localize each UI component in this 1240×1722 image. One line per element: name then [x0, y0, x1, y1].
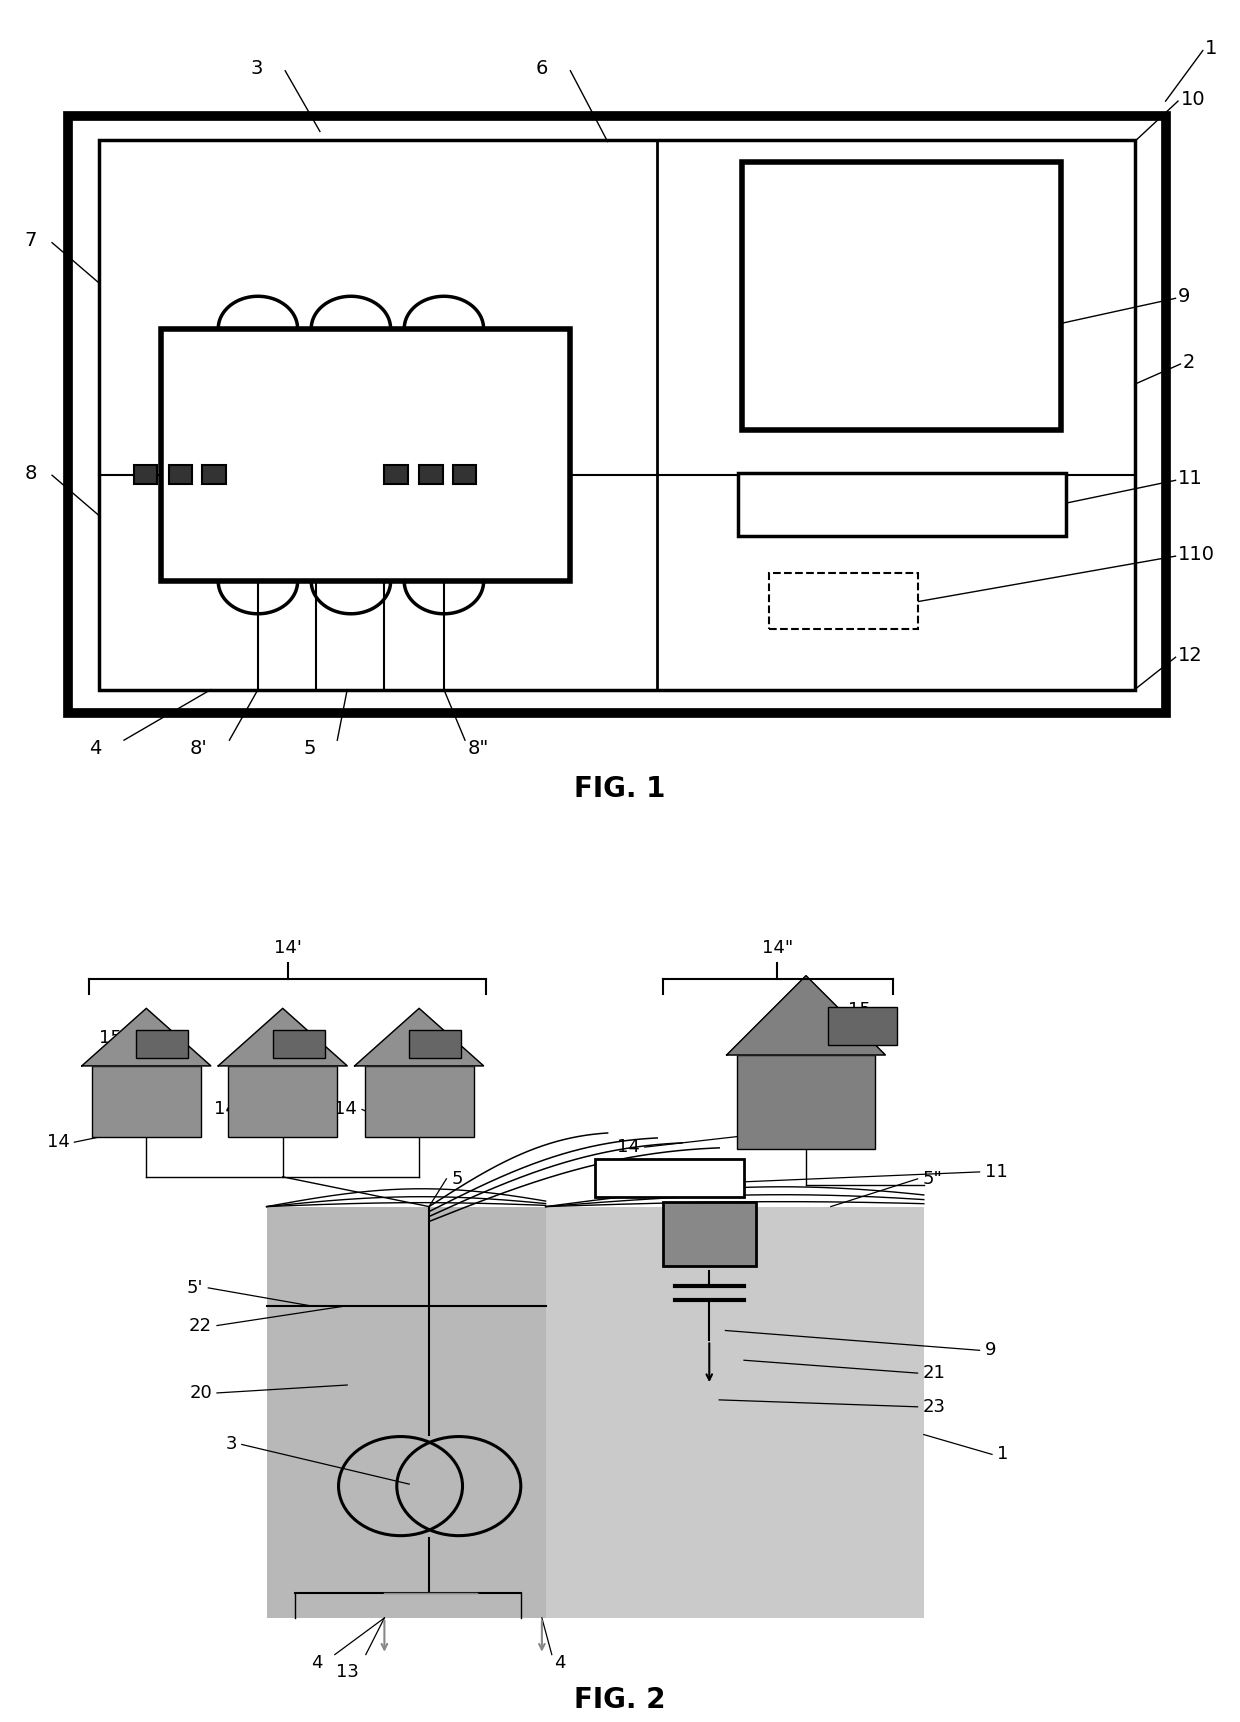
Bar: [384, 465, 408, 484]
Text: 12: 12: [1178, 646, 1203, 665]
Bar: [228, 1066, 337, 1137]
Bar: [267, 1207, 546, 1619]
Bar: [769, 573, 918, 629]
Text: FIG. 2: FIG. 2: [574, 1686, 666, 1713]
Text: 14": 14": [761, 938, 794, 957]
Polygon shape: [218, 1009, 347, 1066]
Bar: [409, 1030, 461, 1057]
Bar: [365, 1066, 474, 1137]
Text: 14': 14': [274, 938, 301, 957]
Text: 5: 5: [304, 739, 316, 758]
Text: 11: 11: [1178, 468, 1203, 487]
Polygon shape: [355, 1009, 484, 1066]
Bar: [134, 465, 157, 484]
Text: 20: 20: [190, 1384, 212, 1402]
Text: 23: 23: [923, 1398, 946, 1415]
Bar: [453, 465, 476, 484]
Bar: [68, 117, 1166, 713]
Text: 10: 10: [1180, 90, 1205, 108]
Polygon shape: [727, 976, 885, 1056]
Text: 5': 5': [187, 1279, 203, 1297]
Text: 15: 15: [99, 1030, 122, 1047]
Bar: [169, 465, 192, 484]
Text: 8': 8': [190, 739, 207, 758]
Bar: [742, 162, 1061, 430]
Text: 2: 2: [1183, 353, 1195, 372]
Text: 3: 3: [226, 1436, 237, 1453]
Bar: [267, 1207, 924, 1619]
Text: 110: 110: [1178, 544, 1215, 563]
Bar: [202, 465, 226, 484]
Bar: [92, 1066, 201, 1137]
Text: 4: 4: [89, 739, 102, 758]
Text: 14: 14: [618, 1138, 640, 1155]
Bar: [663, 1202, 756, 1266]
Text: 1: 1: [1205, 40, 1218, 59]
Text: 3: 3: [250, 59, 263, 77]
Text: 4: 4: [311, 1653, 322, 1672]
Polygon shape: [82, 1009, 211, 1066]
Text: 8: 8: [25, 463, 37, 482]
Text: 14: 14: [335, 1100, 357, 1119]
Text: 15: 15: [848, 1002, 870, 1019]
Bar: [595, 1159, 744, 1197]
Text: 4: 4: [554, 1653, 565, 1672]
Bar: [828, 1007, 897, 1045]
Text: 5: 5: [451, 1169, 463, 1188]
Text: 9: 9: [1178, 288, 1190, 307]
Text: 14: 14: [215, 1100, 237, 1119]
Text: 9: 9: [985, 1341, 996, 1359]
Bar: [419, 465, 443, 484]
Bar: [737, 1056, 875, 1149]
Bar: [161, 329, 570, 582]
Text: 13: 13: [336, 1662, 358, 1681]
Bar: [738, 474, 1066, 536]
Text: 8": 8": [467, 739, 489, 758]
Bar: [99, 139, 1135, 689]
Text: 21: 21: [923, 1364, 945, 1383]
Text: 1: 1: [997, 1445, 1008, 1464]
Bar: [136, 1030, 188, 1057]
Text: 22: 22: [188, 1317, 212, 1335]
Text: 14: 14: [47, 1133, 69, 1152]
Text: 15: 15: [293, 1030, 315, 1047]
Bar: [273, 1030, 325, 1057]
Text: FIG. 1: FIG. 1: [574, 775, 666, 802]
Text: 6: 6: [536, 59, 548, 77]
Text: 5": 5": [923, 1169, 942, 1188]
Text: 7: 7: [25, 231, 37, 250]
Text: 15: 15: [412, 1030, 434, 1047]
Text: 11: 11: [985, 1162, 1007, 1181]
